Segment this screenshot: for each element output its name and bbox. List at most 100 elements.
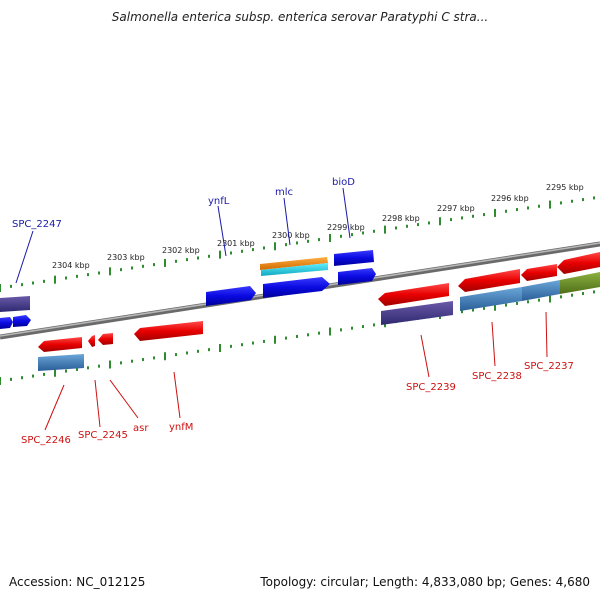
tick-label-2296: 2296 kbp <box>491 194 529 203</box>
leader-spc2239 <box>420 334 430 378</box>
gene-spc2246[interactable] <box>38 337 82 352</box>
minor-tick <box>186 351 188 355</box>
minor-tick <box>43 372 45 376</box>
gene-left-blue-a[interactable] <box>0 317 13 329</box>
leader-asr <box>109 379 139 419</box>
tick-label-2302: 2302 kbp <box>162 246 200 255</box>
label-spc2247[interactable]: SPC_2247 <box>12 219 62 230</box>
minor-tick <box>175 353 177 357</box>
minor-tick <box>593 290 595 294</box>
major-tick <box>164 258 166 267</box>
minor-tick <box>538 204 540 208</box>
label-ynfL[interactable]: ynfL <box>208 196 230 207</box>
major-tick <box>494 208 496 217</box>
minor-tick <box>230 251 232 255</box>
label-asr[interactable]: asr <box>133 423 149 434</box>
minor-tick <box>87 366 89 370</box>
minor-tick <box>527 300 529 304</box>
gene-right-olive[interactable] <box>560 272 600 294</box>
gene-mlc-cyan[interactable] <box>261 263 328 276</box>
minor-tick <box>505 209 507 213</box>
minor-tick <box>241 343 243 347</box>
tick-label-2295: 2295 kbp <box>546 183 584 192</box>
minor-tick <box>263 246 265 250</box>
tick-label-2301: 2301 kbp <box>217 239 255 248</box>
minor-tick <box>208 254 210 258</box>
minor-tick <box>32 374 34 378</box>
gene-spc2237-red[interactable] <box>521 264 557 281</box>
minor-tick <box>461 310 463 314</box>
major-tick <box>329 233 331 242</box>
minor-tick <box>65 369 67 373</box>
minor-tick <box>120 268 122 272</box>
minor-tick <box>428 221 430 225</box>
minor-tick <box>142 358 144 362</box>
minor-tick <box>417 223 419 227</box>
minor-tick <box>197 349 199 353</box>
gene-spc2247[interactable] <box>0 296 30 312</box>
major-tick <box>109 360 111 369</box>
minor-tick <box>362 231 364 235</box>
minor-tick <box>131 359 133 363</box>
gene-asr[interactable] <box>98 333 113 345</box>
minor-tick <box>307 333 309 337</box>
minor-tick <box>153 356 155 360</box>
label-ynfM[interactable]: ynfM <box>169 422 193 433</box>
minor-tick <box>593 196 595 200</box>
minor-tick <box>483 306 485 310</box>
major-tick <box>219 250 221 259</box>
minor-tick <box>296 241 298 245</box>
leader-spc2246 <box>44 384 65 431</box>
map-title: Salmonella enterica subsp. enterica sero… <box>111 10 489 24</box>
minor-tick <box>395 226 397 230</box>
genome-summary-text: Topology: circular; Length: 4,833,080 bp… <box>260 575 590 589</box>
tick-label-2304: 2304 kbp <box>52 261 90 270</box>
label-spc2245[interactable]: SPC_2245 <box>78 430 128 441</box>
gene-spc2239[interactable] <box>381 301 453 325</box>
minor-tick <box>318 331 320 335</box>
minor-tick <box>10 284 12 288</box>
minor-tick <box>406 224 408 228</box>
major-tick <box>164 352 166 361</box>
minor-tick <box>252 341 254 345</box>
label-spc2238[interactable]: SPC_2238 <box>472 371 522 382</box>
minor-tick <box>263 339 265 343</box>
leader-spc2245 <box>94 379 101 428</box>
minor-tick <box>318 238 320 242</box>
gene-right-red[interactable] <box>557 252 600 274</box>
minor-tick <box>505 303 507 307</box>
minor-tick <box>571 293 573 297</box>
major-tick <box>109 267 111 276</box>
minor-tick <box>175 259 177 263</box>
minor-tick <box>571 199 573 203</box>
tick-label-2300: 2300 kbp <box>272 231 310 240</box>
minor-tick <box>98 271 100 275</box>
tick-label-2303: 2303 kbp <box>107 253 145 262</box>
gene-spc2245[interactable] <box>88 335 95 347</box>
coordinate-labels: 2295 kbp 2296 kbp 2297 kbp 2298 kbp 2299… <box>52 183 584 270</box>
label-mlc[interactable]: mlc <box>275 187 293 198</box>
label-spc2246[interactable]: SPC_2246 <box>21 435 71 446</box>
gene-spc2246-2[interactable] <box>38 354 84 371</box>
gene-mlc[interactable] <box>263 277 330 298</box>
gene-bioD[interactable] <box>334 250 374 266</box>
minor-tick <box>527 206 529 210</box>
gene-spc2237[interactable] <box>522 280 560 301</box>
label-spc2237[interactable]: SPC_2237 <box>524 361 574 372</box>
gene-mlc-orange[interactable] <box>260 257 328 270</box>
gene-bioD-2[interactable] <box>338 268 376 285</box>
label-bioD[interactable]: bioD <box>332 177 355 188</box>
gene-ynfM[interactable] <box>134 321 203 341</box>
gene-ynfL[interactable] <box>206 286 256 306</box>
gene-spc2238-red[interactable] <box>458 269 520 292</box>
gene-left-blue-b[interactable] <box>13 315 31 327</box>
minor-tick <box>472 308 474 312</box>
leader-mlc <box>283 197 291 246</box>
gene-spc2238[interactable] <box>460 287 522 311</box>
leader-spc2238 <box>491 321 496 367</box>
minor-tick <box>472 214 474 218</box>
major-tick <box>439 217 441 226</box>
label-spc2239[interactable]: SPC_2239 <box>406 382 456 393</box>
gene-spc2239-red[interactable] <box>378 283 449 306</box>
